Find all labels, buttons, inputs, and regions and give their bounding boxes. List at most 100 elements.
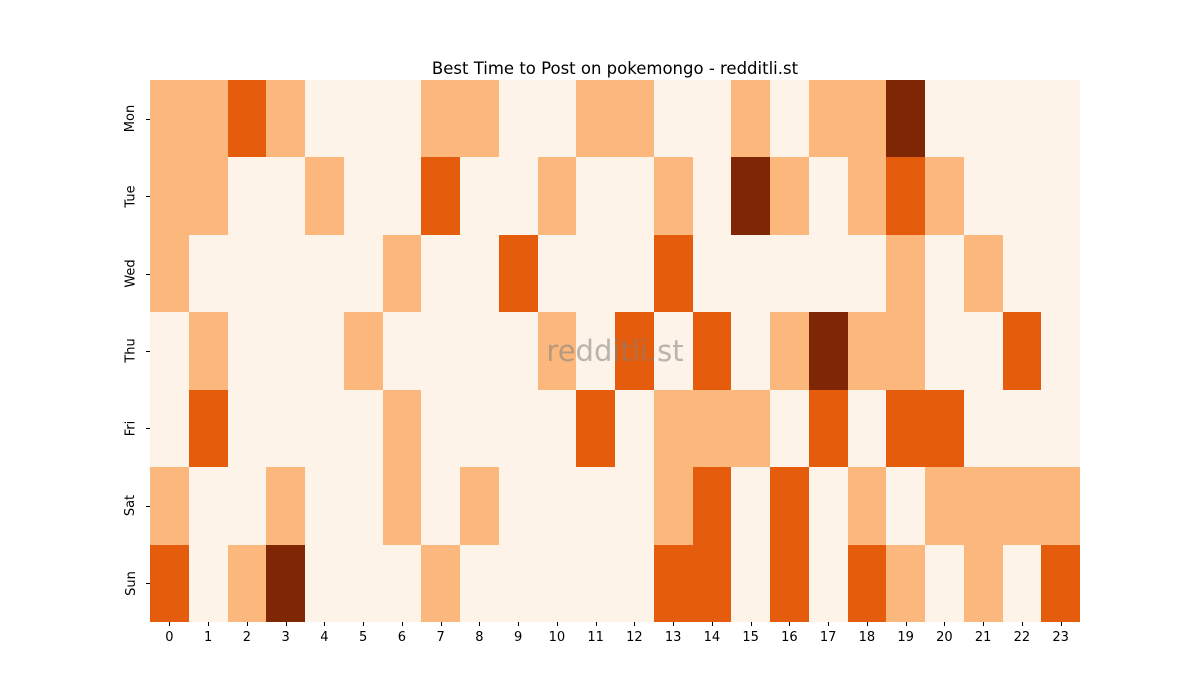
x-tick: 12: [615, 622, 654, 645]
heatmap-cell: [460, 467, 499, 545]
heatmap-cell: [963, 234, 1003, 313]
heatmap-cell: [731, 80, 770, 158]
heatmap-cell: [1002, 467, 1042, 545]
heatmap-cell: [227, 389, 267, 468]
y-tick: Sat: [112, 467, 150, 544]
heatmap-cell: [188, 157, 228, 235]
y-tick: Sun: [112, 545, 150, 622]
x-tick: 0: [150, 622, 189, 645]
x-tick-mark: [905, 622, 907, 626]
heatmap-cell: [653, 80, 693, 158]
y-tick-mark: [146, 505, 150, 507]
heatmap-cell: [1002, 234, 1042, 313]
heatmap-cell: [188, 544, 228, 622]
heatmap-cell: [150, 157, 189, 235]
heatmap-cell: [1002, 544, 1042, 622]
heatmap-cell: [421, 467, 460, 545]
heatmap-cell: [576, 312, 615, 390]
heatmap-cell: [227, 157, 267, 235]
heatmap-cell: [460, 157, 499, 235]
x-tick-label: 8: [475, 630, 484, 645]
heatmap-cell: [1002, 80, 1042, 158]
heatmap-cell: [460, 312, 499, 390]
heatmap-cell: [227, 234, 267, 313]
heatmap-cell: [460, 389, 499, 468]
heatmap-cell: [343, 544, 383, 622]
x-tick-label: 6: [397, 630, 407, 645]
heatmap-cell: [963, 312, 1003, 390]
heatmap-cell: [537, 389, 577, 468]
x-tick: 17: [809, 622, 848, 645]
x-tick-label: 1: [203, 630, 213, 645]
heatmap-cell: [963, 544, 1003, 622]
x-tick-label: 18: [858, 630, 876, 645]
heatmap-cell: [770, 312, 809, 390]
x-tick-mark: [479, 622, 481, 626]
heatmap-cell: [227, 80, 267, 158]
heatmap-cell: [343, 389, 383, 468]
heatmap-cell: [653, 157, 693, 235]
heatmap-cell: [731, 157, 770, 235]
heatmap-cell: [576, 544, 615, 622]
heatmap-cell: [188, 312, 228, 390]
x-tick: 20: [925, 622, 964, 645]
y-tick-label: Thu: [123, 338, 139, 364]
heatmap-cell: [615, 157, 654, 235]
heatmap-cell: [925, 312, 964, 390]
heatmap-cell: [227, 312, 267, 390]
heatmap-cell: [692, 312, 732, 390]
heatmap-cell: [421, 157, 460, 235]
x-tick: 13: [654, 622, 693, 645]
heatmap-cell: [847, 157, 887, 235]
x-tick-mark: [518, 622, 520, 626]
heatmap-cell: [266, 467, 305, 545]
x-tick-mark: [634, 622, 636, 626]
heatmap-cell: [925, 157, 964, 235]
x-tick: 4: [305, 622, 344, 645]
x-tick-label: 4: [320, 630, 329, 645]
x-tick: 14: [693, 622, 732, 645]
heatmap-cell: [382, 544, 422, 622]
heatmap-cell: [886, 234, 925, 313]
heatmap-cell: [886, 312, 925, 390]
heatmap-cell: [576, 80, 615, 158]
heatmap-cell: [498, 234, 538, 313]
heatmap-cell: [1041, 544, 1080, 622]
heatmap-cell: [692, 80, 732, 158]
y-tick: Tue: [112, 157, 150, 234]
heatmap-cell: [188, 467, 228, 545]
x-tick-mark: [789, 622, 791, 626]
heatmap-cell: [227, 467, 267, 545]
x-tick-label: 2: [242, 630, 252, 645]
heatmap-cell: [343, 157, 383, 235]
x-tick-label: 3: [281, 630, 290, 645]
y-tick-label: Wed: [123, 259, 139, 288]
heatmap-cell: [963, 157, 1003, 235]
heatmap-cell: [537, 80, 577, 158]
heatmap-cell: [925, 80, 964, 158]
heatmap-cell: [460, 544, 499, 622]
x-tick-label: 12: [626, 630, 643, 645]
heatmap-cell: [808, 544, 848, 622]
heatmap-cell: [653, 544, 693, 622]
heatmap-cell: [692, 234, 732, 313]
y-tick: Wed: [112, 235, 150, 312]
x-tick-mark: [401, 622, 403, 626]
heatmap-cell: [847, 544, 887, 622]
heatmap-cell: [808, 234, 848, 313]
x-tick-mark: [285, 622, 287, 626]
heatmap-cell: [770, 389, 809, 468]
x-tick-mark: [169, 622, 171, 626]
heatmap-cell: [188, 80, 228, 158]
heatmap-cell: [266, 312, 305, 390]
x-tick-label: 9: [513, 630, 523, 645]
heatmap-cell: [421, 80, 460, 158]
heatmap-cell: [692, 467, 732, 545]
heatmap-cell: [808, 80, 848, 158]
heatmap-cell: [615, 389, 654, 468]
heatmap-cell: [653, 234, 693, 313]
heatmap-cell: [576, 467, 615, 545]
x-tick-label: 16: [781, 630, 798, 645]
heatmap-cell: [1041, 312, 1080, 390]
heatmap-cell: [1041, 389, 1080, 468]
